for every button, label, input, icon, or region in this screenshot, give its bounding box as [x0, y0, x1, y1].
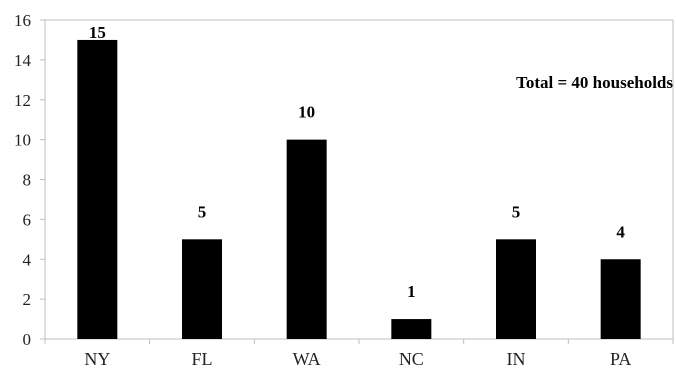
x-axis-labels: NY FL WA NC IN PA	[44, 339, 674, 369]
data-label-pa: 4	[616, 222, 625, 241]
data-label-in: 5	[512, 202, 521, 221]
y-tick-label: 6	[23, 210, 32, 229]
y-axis-ticks: 0 2 4 6 8 10 12 14 16	[14, 11, 45, 349]
bar-ny	[77, 39, 118, 339]
y-tick-label: 8	[23, 171, 32, 190]
bar-nc	[391, 319, 432, 339]
y-tick-label: 14	[14, 51, 32, 70]
y-tick-label: 4	[23, 250, 32, 269]
x-tick-label-ny: NY	[84, 349, 110, 369]
bar-pa	[600, 259, 641, 339]
y-tick-label: 2	[23, 290, 32, 309]
bar-fl	[182, 239, 222, 339]
bar-in	[496, 239, 536, 339]
x-tick-label-pa: PA	[610, 349, 631, 369]
bars	[77, 39, 641, 339]
x-tick-label-wa: WA	[293, 349, 321, 369]
x-tick-label-fl: FL	[191, 349, 212, 369]
y-tick-label: 10	[14, 131, 31, 150]
y-tick-label: 12	[14, 91, 31, 110]
x-tick-label-nc: NC	[399, 349, 424, 369]
data-label-ny: 15	[89, 23, 106, 42]
data-label-wa: 10	[298, 103, 315, 122]
plot-frame	[44, 19, 674, 340]
y-tick-label: 0	[23, 330, 32, 349]
bar-wa	[286, 139, 327, 339]
total-annotation: Total = 40 households	[516, 73, 673, 92]
x-tick-label-in: IN	[507, 349, 526, 369]
data-label-nc: 1	[407, 282, 416, 301]
data-label-fl: 5	[198, 202, 207, 221]
y-tick-label: 16	[14, 11, 31, 30]
